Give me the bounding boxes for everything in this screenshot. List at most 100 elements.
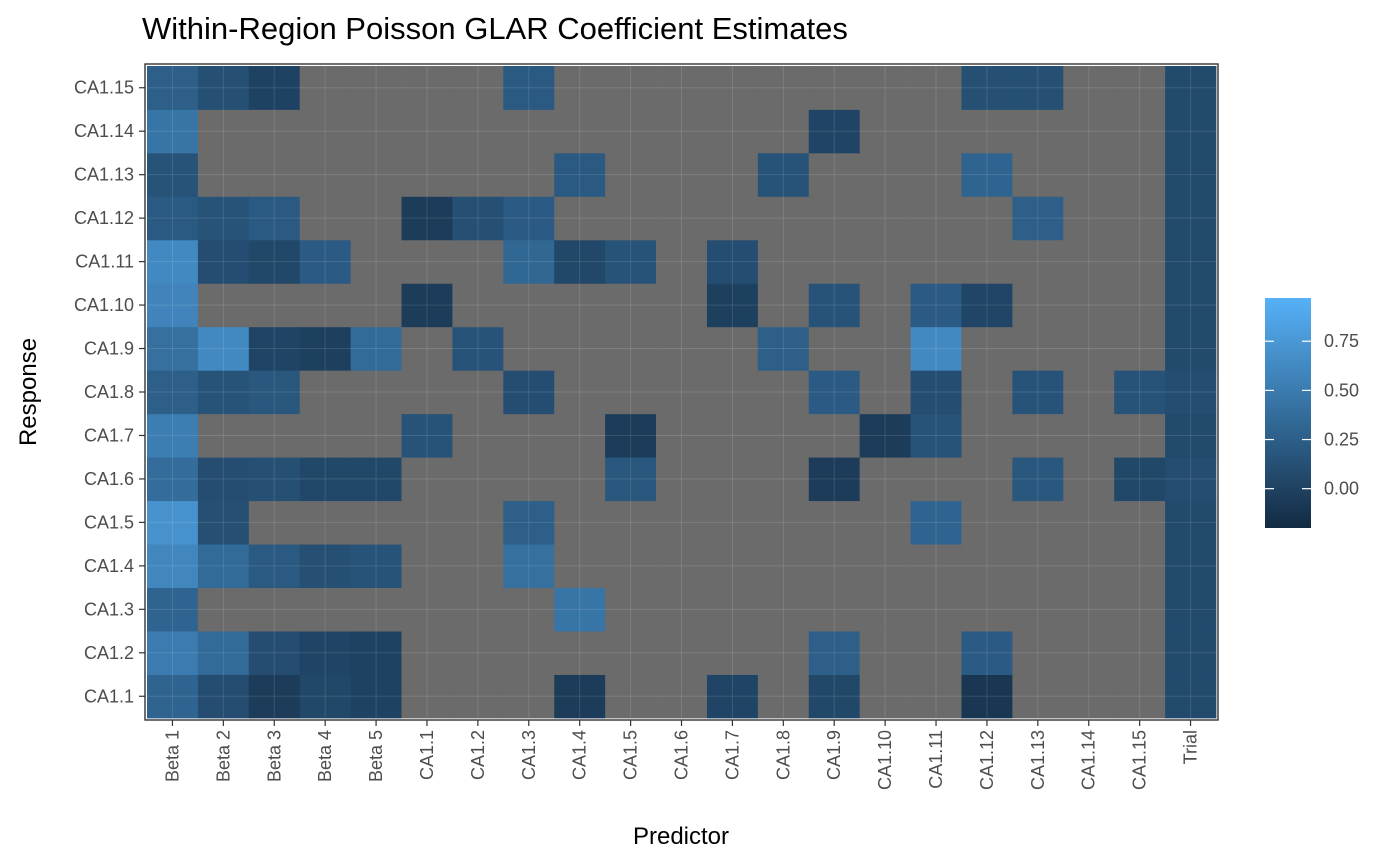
heatmap-cell-CA1.12-CA1.9 xyxy=(808,196,861,241)
x-tick-label: Beta 5 xyxy=(366,730,386,782)
heatmap-cell-CA1.12-CA1.14 xyxy=(1063,196,1115,241)
heatmap-cell-CA1.11-CA1.15 xyxy=(1114,239,1166,284)
heatmap-cell-CA1.5-CA1.10 xyxy=(859,500,911,545)
heatmap-cell-CA1.8-CA1.12 xyxy=(961,370,1013,415)
heatmap-cell-CA1.2-Beta-5 xyxy=(350,631,402,675)
heatmap-cell-CA1.4-CA1.1 xyxy=(401,544,453,588)
chart-title: Within-Region Poisson GLAR Coefficient E… xyxy=(142,11,848,46)
heatmap-cell-CA1.7-CA1.5 xyxy=(605,413,657,458)
heatmap-cell-CA1.3-Beta-5 xyxy=(350,587,402,632)
heatmap-cell-CA1.2-CA1.7 xyxy=(706,631,759,675)
heatmap-cell-CA1.15-CA1.13 xyxy=(1012,66,1064,110)
heatmap-cell-CA1.11-CA1.14 xyxy=(1063,239,1115,284)
heatmap-cell-CA1.5-CA1.6 xyxy=(656,500,708,545)
heatmap-cell-CA1.3-CA1.1 xyxy=(401,587,453,632)
heatmap-cell-CA1.6-CA1.2 xyxy=(452,457,504,502)
x-tick-label: Beta 1 xyxy=(162,730,182,782)
heatmap-cell-CA1.9-CA1.1 xyxy=(401,326,453,371)
heatmap-cell-CA1.8-CA1.9 xyxy=(808,370,861,415)
heatmap-cell-CA1.14-Beta-2 xyxy=(197,109,250,154)
x-tick-label: CA1.9 xyxy=(824,730,844,780)
heatmap-cell-CA1.8-Beta-5 xyxy=(350,370,402,415)
heatmap-cell-CA1.3-CA1.10 xyxy=(859,587,911,632)
heatmap-cell-CA1.14-CA1.2 xyxy=(452,109,504,154)
x-tick-label: CA1.10 xyxy=(875,730,895,790)
heatmap-cell-CA1.13-CA1.12 xyxy=(961,152,1013,197)
heatmap-cell-CA1.3-CA1.2 xyxy=(452,587,504,632)
heatmap-cell-CA1.14-CA1.6 xyxy=(656,109,708,154)
heatmap-cell-CA1.4-Beta-4 xyxy=(299,544,352,588)
heatmap-cell-CA1.7-CA1.6 xyxy=(656,413,708,458)
heatmap-cell-CA1.12-CA1.15 xyxy=(1114,196,1166,241)
heatmap-cell-CA1.4-Beta-2 xyxy=(197,544,250,588)
heatmap-cell-CA1.10-CA1.11 xyxy=(910,283,962,328)
heatmap-cell-CA1.3-Beta-2 xyxy=(197,587,250,632)
y-tick-label: CA1.4 xyxy=(84,556,134,576)
heatmap-cell-CA1.13-CA1.4 xyxy=(554,152,606,197)
heatmap-cell-CA1.4-Beta-3 xyxy=(248,544,301,588)
heatmap-cell-CA1.9-CA1.12 xyxy=(961,326,1013,371)
heatmap-cell-CA1.12-CA1.8 xyxy=(757,196,810,241)
heatmap-cell-CA1.5-CA1.12 xyxy=(961,500,1013,545)
heatmap-cell-CA1.2-CA1.4 xyxy=(554,631,606,675)
heatmap-cell-CA1.10-CA1.4 xyxy=(554,283,606,328)
heatmap-cell-CA1.10-CA1.7 xyxy=(706,283,759,328)
heatmap-cell-CA1.15-Beta-2 xyxy=(197,66,250,110)
heatmap-cell-CA1.2-Trial xyxy=(1165,631,1217,675)
heatmap-cell-CA1.9-Beta-4 xyxy=(299,326,352,371)
heatmap-cell-CA1.14-CA1.12 xyxy=(961,109,1013,154)
heatmap-cell-CA1.5-Beta-2 xyxy=(197,500,250,545)
heatmap-cell-CA1.15-Beta-3 xyxy=(248,66,301,110)
heatmap-cell-CA1.10-CA1.12 xyxy=(961,283,1013,328)
heatmap-cell-CA1.1-CA1.2 xyxy=(452,674,504,719)
heatmap-cell-CA1.15-CA1.12 xyxy=(961,66,1013,110)
heatmap-cell-CA1.5-CA1.15 xyxy=(1114,500,1166,545)
heatmap-cell-CA1.11-CA1.12 xyxy=(961,239,1013,284)
heatmap-cell-CA1.5-Beta-5 xyxy=(350,500,402,545)
heatmap-cell-CA1.3-CA1.4 xyxy=(554,587,606,632)
heatmap-cell-CA1.6-Beta-4 xyxy=(299,457,352,502)
heatmap-cell-CA1.2-CA1.9 xyxy=(808,631,861,675)
y-tick-label: CA1.1 xyxy=(84,686,134,706)
heatmap-cell-CA1.3-CA1.5 xyxy=(605,587,657,632)
heatmap-cell-CA1.10-CA1.6 xyxy=(656,283,708,328)
heatmap-cell-CA1.10-CA1.3 xyxy=(503,283,555,328)
heatmap-cell-CA1.7-CA1.14 xyxy=(1063,413,1115,458)
heatmap-cell-CA1.5-CA1.4 xyxy=(554,500,606,545)
heatmap-cell-CA1.13-CA1.10 xyxy=(859,152,911,197)
heatmap-cell-CA1.9-CA1.9 xyxy=(808,326,861,371)
heatmap-cell-CA1.6-CA1.1 xyxy=(401,457,453,502)
heatmap-cell-CA1.8-CA1.7 xyxy=(706,370,759,415)
heatmap-cell-CA1.3-Trial xyxy=(1165,587,1217,632)
heatmap-cell-CA1.10-Trial xyxy=(1165,283,1217,328)
heatmap-cell-CA1.1-CA1.4 xyxy=(554,674,606,719)
heatmap-cell-CA1.1-CA1.6 xyxy=(656,674,708,719)
heatmap-cell-CA1.2-CA1.13 xyxy=(1012,631,1064,675)
heatmap-cell-CA1.3-CA1.6 xyxy=(656,587,708,632)
heatmap-cell-CA1.15-CA1.9 xyxy=(808,66,861,110)
legend-colorbar xyxy=(1265,298,1311,528)
x-tick-label: CA1.12 xyxy=(977,730,997,790)
heatmap-cell-CA1.1-CA1.5 xyxy=(605,674,657,719)
heatmap-cell-CA1.9-Beta-3 xyxy=(248,326,301,371)
heatmap-cell-CA1.14-CA1.8 xyxy=(757,109,810,154)
heatmap-cell-CA1.4-CA1.14 xyxy=(1063,544,1115,588)
heatmap-cell-CA1.4-CA1.7 xyxy=(706,544,759,588)
color-legend: 0.75 0.50 0.25 0.00 xyxy=(1265,298,1359,528)
heatmap-cell-CA1.10-Beta-4 xyxy=(299,283,352,328)
heatmap-cell-CA1.13-CA1.1 xyxy=(401,152,453,197)
heatmap-cell-CA1.12-CA1.11 xyxy=(910,196,962,241)
heatmap-cell-CA1.5-CA1.7 xyxy=(706,500,759,545)
heatmap-cell-CA1.15-CA1.4 xyxy=(554,66,606,110)
heatmap-cell-CA1.2-CA1.12 xyxy=(961,631,1013,675)
heatmap-cell-CA1.1-CA1.3 xyxy=(503,674,555,719)
heatmap-cell-CA1.7-Beta-2 xyxy=(197,413,250,458)
x-tick-label: CA1.7 xyxy=(722,730,742,780)
heatmap-cell-CA1.5-CA1.14 xyxy=(1063,500,1115,545)
heatmap-cell-CA1.1-CA1.1 xyxy=(401,674,453,719)
heatmap-cell-CA1.3-CA1.11 xyxy=(910,587,962,632)
heatmap-cell-CA1.13-Beta-5 xyxy=(350,152,402,197)
heatmap-cell-CA1.13-CA1.3 xyxy=(503,152,555,197)
heatmap-cell-CA1.11-CA1.13 xyxy=(1012,239,1064,284)
heatmap-cell-CA1.11-CA1.4 xyxy=(554,239,606,284)
